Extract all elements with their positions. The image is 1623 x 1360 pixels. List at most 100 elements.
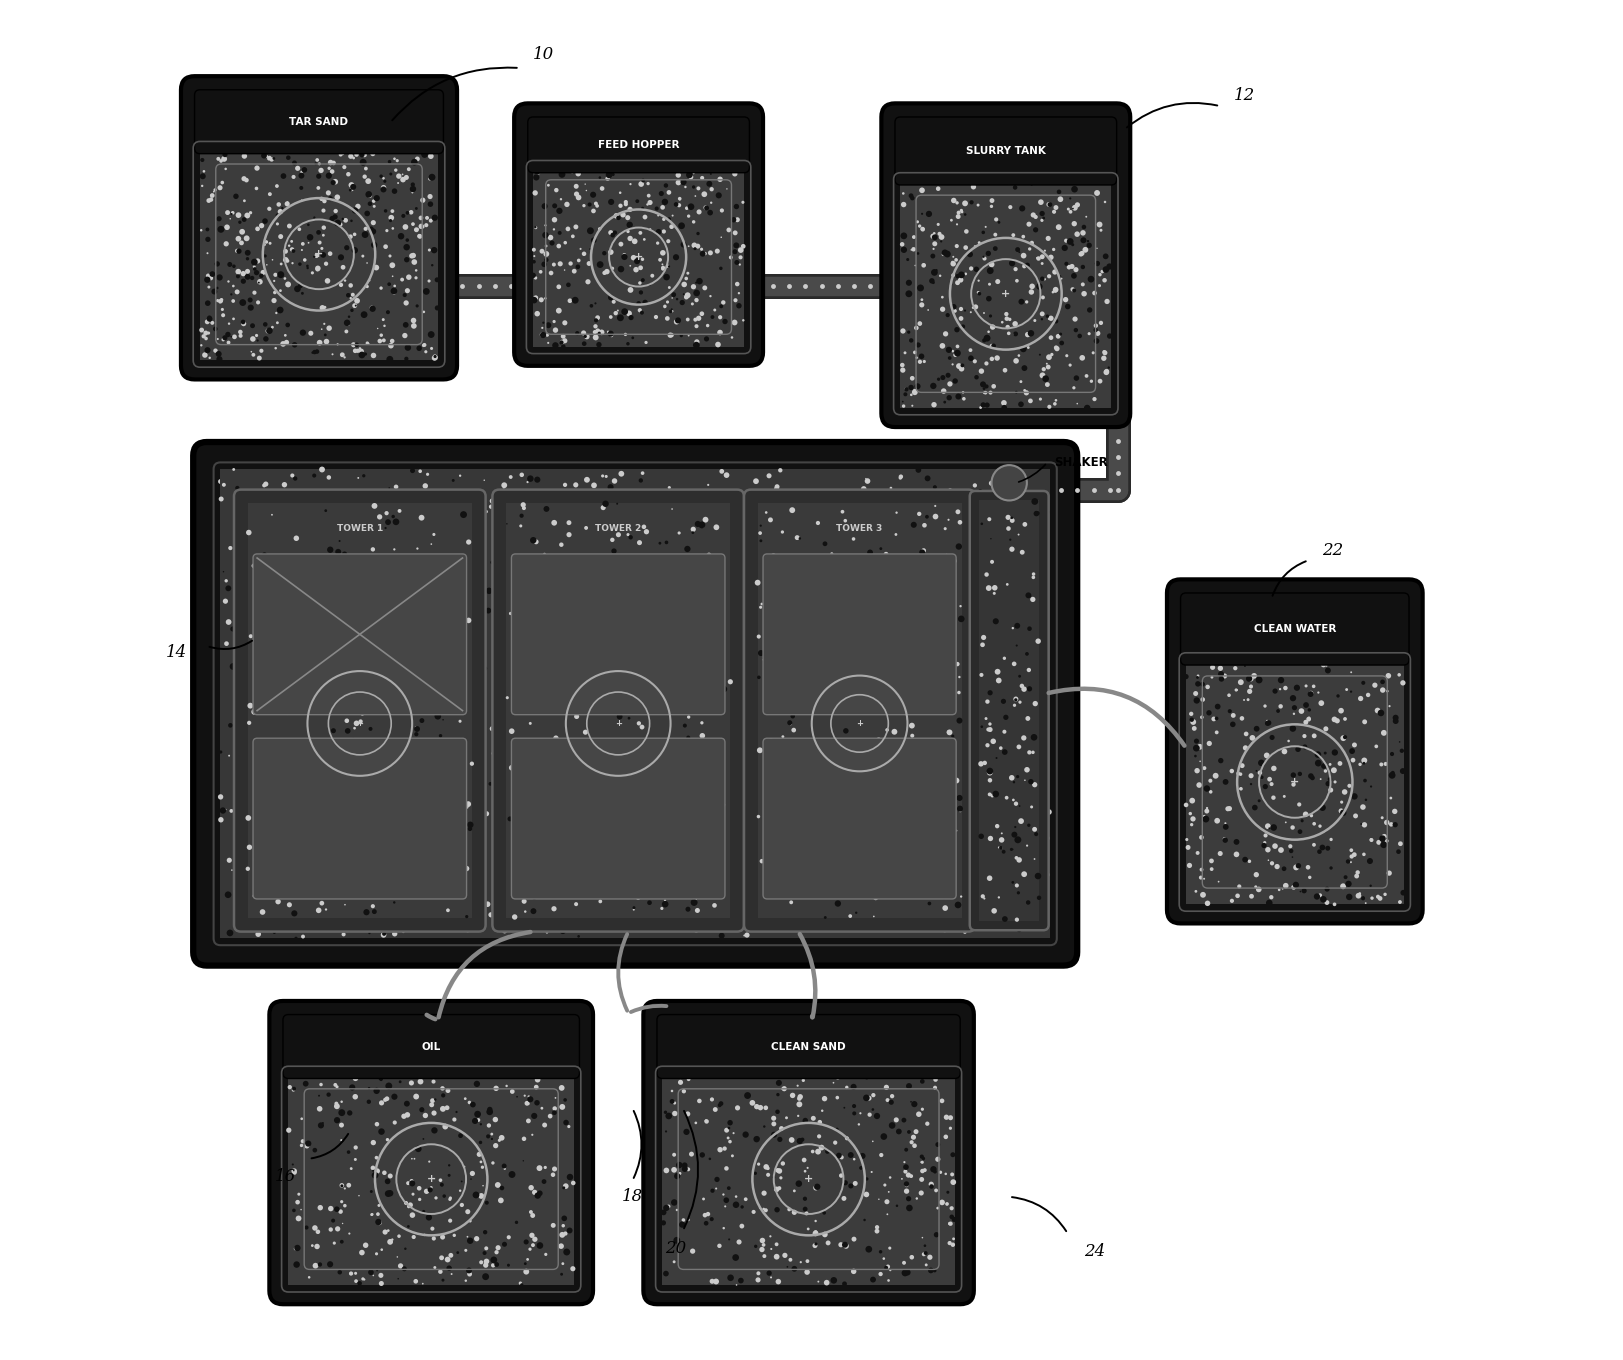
Point [708,1092,734,1114]
Point [880,588,906,609]
Point [917,1259,943,1281]
Point [883,804,909,826]
Point [867,537,893,559]
Point [920,261,946,283]
Point [576,253,602,275]
Point [626,532,652,554]
Point [696,173,722,194]
Point [1000,617,1026,639]
FancyBboxPatch shape [643,1001,974,1304]
Point [213,632,239,654]
Point [1034,227,1060,249]
Point [669,291,695,313]
Point [670,1080,696,1102]
Point [377,828,403,850]
Point [286,838,312,860]
Point [519,529,545,551]
Point [1255,850,1281,872]
Point [571,194,597,216]
Point [206,348,232,370]
Point [514,1248,540,1270]
Point [1003,635,1029,657]
Point [333,752,359,774]
Point [722,234,748,256]
Point [204,277,230,299]
Point [964,567,990,589]
Point [675,726,701,748]
Point [495,1227,521,1248]
Point [958,192,984,214]
Point [802,1221,828,1243]
Point [837,642,863,664]
Point [703,857,729,879]
Point [451,1156,477,1178]
Point [542,194,568,216]
Point [375,1183,401,1205]
Point [722,241,748,262]
Point [698,178,724,200]
Point [268,201,294,223]
Point [310,1112,336,1134]
Point [873,724,899,745]
Point [928,1089,954,1111]
Point [706,1138,732,1160]
Point [331,641,357,662]
Point [1083,320,1109,341]
Point [618,574,644,596]
Point [961,563,987,585]
Point [1240,665,1266,687]
Point [656,753,682,775]
Point [310,502,336,524]
Point [415,239,441,261]
Point [532,287,558,309]
Point [1010,782,1035,804]
Point [310,243,336,265]
Point [368,1265,394,1287]
Point [779,699,805,721]
Point [338,1157,364,1179]
Point [1259,758,1285,779]
Point [769,741,795,763]
Point [294,543,320,564]
Point [602,741,628,763]
Point [451,1088,477,1110]
Point [498,590,524,612]
Point [1035,309,1061,330]
Point [992,623,1018,645]
Point [779,1084,805,1106]
Point [281,1078,307,1100]
Point [607,182,633,204]
Point [982,208,1008,230]
Point [823,634,849,656]
Point [678,1144,704,1166]
Point [281,166,307,188]
Point [1000,839,1026,861]
Point [1063,258,1089,280]
Point [1024,248,1050,269]
Point [260,649,286,670]
Point [898,1166,923,1187]
Point [446,661,472,683]
Point [839,657,865,679]
Point [471,469,497,491]
Point [325,212,351,234]
Point [820,718,846,740]
Point [1358,887,1384,908]
Point [1180,808,1206,830]
Point [1066,325,1092,347]
Point [777,713,803,734]
Point [581,860,607,881]
Point [537,772,563,794]
Point [812,907,837,929]
Point [516,563,542,585]
Point [500,544,526,566]
Point [725,851,751,873]
Point [279,238,305,260]
Point [1344,885,1370,907]
FancyBboxPatch shape [193,442,1076,966]
Point [620,704,646,726]
Point [390,269,415,291]
Point [911,514,936,536]
FancyBboxPatch shape [195,90,443,154]
Point [652,1121,678,1142]
